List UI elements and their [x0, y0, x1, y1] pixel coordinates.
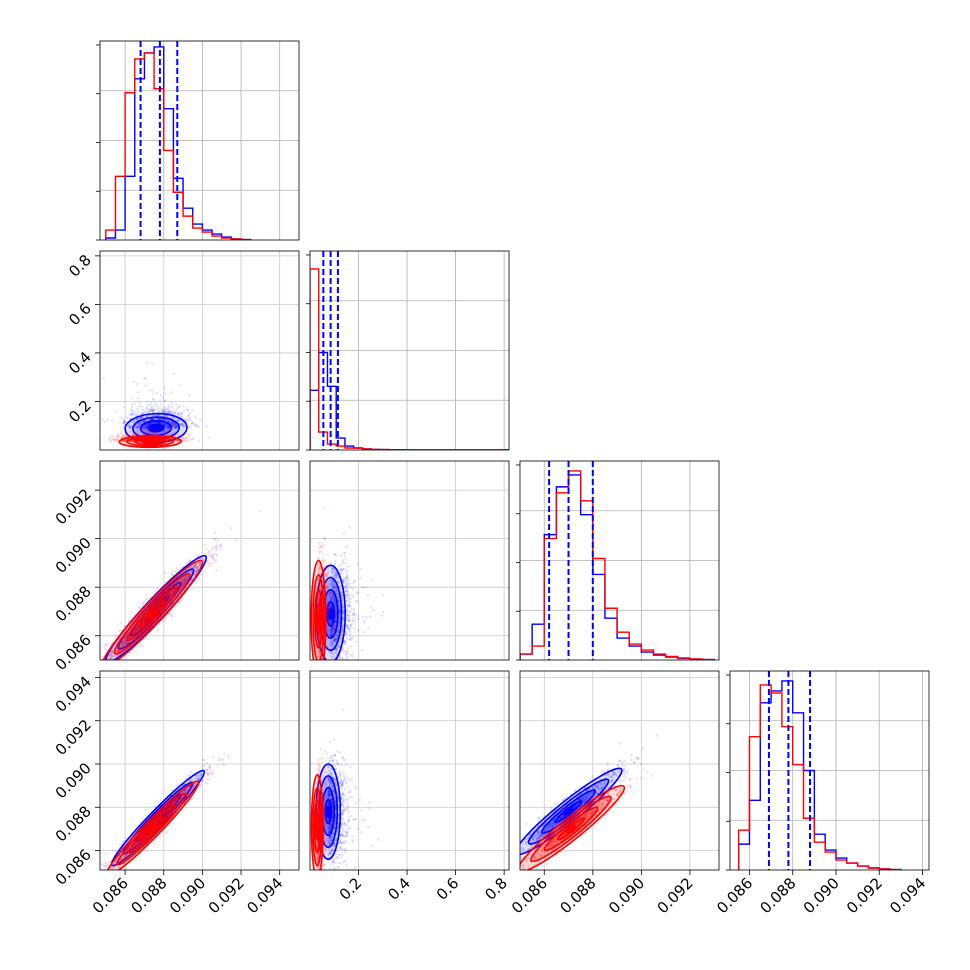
hist-frame-3 — [729, 670, 930, 871]
xtick-label-0-1: 0.088 — [127, 874, 170, 917]
pair-frame-30 — [99, 670, 300, 871]
ytick-label-1-3: 0.8 — [65, 251, 95, 281]
contour-core-30-1 — [147, 823, 158, 835]
contour-core-21-1 — [314, 612, 323, 625]
hist-line-0-1 — [105, 52, 252, 240]
pair-panel-3-0 — [99, 670, 300, 871]
pair-frame-32 — [519, 670, 720, 871]
hist-panel-0 — [96, 40, 300, 241]
contour-core-32-0 — [563, 806, 574, 817]
pair-panel-2-1 — [309, 460, 510, 661]
ytick-label-2-2: 0.090 — [52, 534, 95, 577]
contour-core-32-1 — [565, 824, 577, 834]
contour-core-21-0 — [326, 607, 335, 620]
ytick-label-3-1: 0.088 — [52, 802, 95, 845]
ytick-label-3-2: 0.090 — [52, 759, 95, 802]
ytick-label-2-3: 0.092 — [52, 485, 95, 528]
contour-core-20-1 — [147, 608, 158, 620]
xtick-label-2-3: 0.092 — [654, 874, 697, 917]
hist-line-3-1 — [737, 684, 902, 870]
pair-panel-2-0 — [99, 460, 300, 661]
xtick-label-3-1: 0.088 — [756, 874, 799, 917]
hist-frame-2 — [519, 460, 720, 661]
pair-panel-1-0 — [99, 250, 300, 451]
xtick-label-1-3: 0.8 — [481, 874, 511, 904]
hist-line-1-0 — [310, 351, 509, 450]
ytick-label-1-1: 0.4 — [65, 348, 95, 378]
hist-panel-1 — [306, 250, 510, 451]
ytick-label-3-0: 0.086 — [52, 846, 95, 889]
pair-frame-21 — [309, 460, 510, 661]
ytick-label-3-3: 0.092 — [52, 716, 95, 759]
contour-core-31-1 — [313, 820, 322, 833]
xtick-label-1-2: 0.6 — [433, 874, 463, 904]
xtick-label-1-1: 0.4 — [384, 874, 414, 904]
xtick-label-0-3: 0.092 — [205, 874, 248, 917]
hist-frame-0 — [99, 40, 300, 241]
hist-panel-3 — [726, 670, 930, 871]
ytick-label-3-4: 0.094 — [52, 673, 95, 716]
contour-core-10-1 — [144, 437, 157, 446]
xtick-label-2-2: 0.090 — [605, 874, 648, 917]
pair-frame-20 — [99, 460, 300, 661]
ytick-label-2-0: 0.086 — [52, 631, 95, 674]
contour-core-31-0 — [324, 805, 333, 818]
xtick-label-0-2: 0.090 — [166, 874, 209, 917]
ytick-label-1-0: 0.2 — [65, 397, 95, 427]
xtick-label-0-0: 0.086 — [89, 874, 132, 917]
xtick-label-3-4: 0.094 — [886, 874, 929, 917]
contour-core-10-0 — [150, 424, 163, 433]
pair-frame-10 — [99, 250, 300, 451]
xtick-label-3-0: 0.086 — [713, 874, 756, 917]
xtick-label-1-0: 0.2 — [336, 874, 366, 904]
xtick-label-0-4: 0.094 — [243, 874, 286, 917]
ytick-label-1-2: 0.6 — [65, 299, 95, 329]
xtick-label-2-1: 0.088 — [557, 874, 600, 917]
ytick-label-2-1: 0.088 — [52, 582, 95, 625]
hist-frame-1 — [309, 250, 510, 451]
hist-line-2-1 — [520, 470, 715, 660]
xtick-label-3-2: 0.090 — [800, 874, 843, 917]
xtick-label-2-0: 0.086 — [508, 874, 551, 917]
hist-line-1-1 — [310, 268, 509, 450]
hist-panel-2 — [516, 460, 720, 661]
pair-frame-31 — [309, 670, 510, 871]
xtick-label-3-3: 0.092 — [843, 874, 886, 917]
pair-panel-3-2 — [519, 670, 720, 871]
pair-panel-3-1 — [309, 670, 510, 871]
